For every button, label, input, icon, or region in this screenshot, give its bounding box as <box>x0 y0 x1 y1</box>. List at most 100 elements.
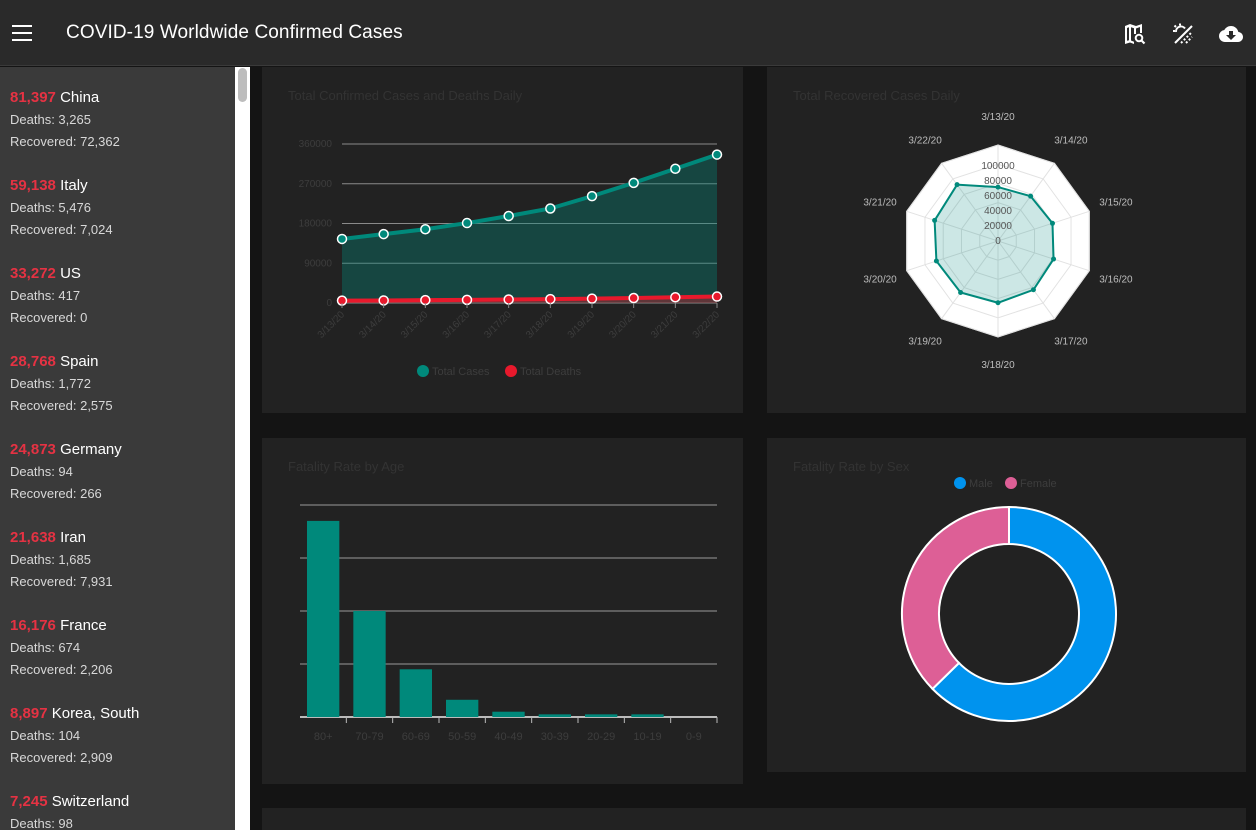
recovered-count: Recovered: 0 <box>10 310 88 325</box>
list-item[interactable]: 59,138 Italy Deaths: 5,476 Recovered: 7,… <box>10 175 113 241</box>
cases-count: 33,272 <box>10 265 56 282</box>
radar-tick-label: 0 <box>995 236 1001 247</box>
cases-point <box>670 163 681 174</box>
list-item[interactable]: 7,245 Switzerland Deaths: 98 <box>10 791 129 830</box>
cases-point <box>461 217 473 229</box>
radar-tick-label: 40000 <box>984 206 1012 217</box>
deaths-point <box>545 293 556 305</box>
radar-axis-label: 3/17/20 <box>1054 336 1088 347</box>
x-tick-label: 50-59 <box>448 731 476 743</box>
deaths-count: Deaths: 1,685 <box>10 552 91 567</box>
chart-title: Total Recovered Cases Daily <box>793 88 960 103</box>
deaths-count: Deaths: 1,772 <box>10 376 91 391</box>
radar-tick-label: 60000 <box>984 191 1012 202</box>
x-tick-label: 3/14/20 <box>357 309 389 341</box>
radar-spoke <box>997 163 1055 242</box>
radar-axis-label: 3/21/20 <box>863 198 897 209</box>
radar-axis-label: 3/15/20 <box>1099 198 1133 209</box>
legend-label-female: Female <box>1020 478 1057 490</box>
cases-point <box>545 203 556 214</box>
bar <box>585 714 618 717</box>
country-name: Italy <box>60 177 88 194</box>
x-tick-label: 30-39 <box>541 731 569 743</box>
bar <box>492 711 525 717</box>
recovered-count: Recovered: 266 <box>10 486 102 501</box>
menu-icon[interactable] <box>12 25 32 41</box>
radar-spoke <box>997 240 1090 272</box>
total-deaths-line <box>341 294 718 303</box>
cases-count: 16,176 <box>10 617 56 634</box>
scrollbar-thumb[interactable] <box>238 68 247 102</box>
list-item[interactable]: 81,397 China Deaths: 3,265 Recovered: 72… <box>10 87 120 153</box>
x-tick-label: 10-19 <box>633 731 661 743</box>
radar-axis-label: 3/13/20 <box>981 112 1015 123</box>
cases-point <box>336 233 348 245</box>
recovered-radar-chart: 3/13/20 3/14/20 3/15/20 3/16/20 3/17/20 3/18/… <box>863 112 1133 371</box>
country-list[interactable]: 81,397 China Deaths: 3,265 Recovered: 72… <box>0 67 235 830</box>
list-item[interactable]: 33,272 US Deaths: 417 Recovered: 0 <box>10 263 87 329</box>
deaths-point <box>711 291 723 302</box>
legend-label-total-deaths: Total Deaths <box>520 366 582 378</box>
weather-icon[interactable] <box>1171 22 1195 46</box>
radar-point <box>932 217 938 223</box>
cases-point <box>378 228 389 240</box>
bar <box>399 669 432 717</box>
radar-point <box>933 258 939 264</box>
x-tick-label: 20-29 <box>587 731 615 743</box>
x-tick-label: 3/19/20 <box>566 309 598 341</box>
cases-count: 7,245 <box>10 793 48 810</box>
radar-axis-label: 3/18/20 <box>981 360 1015 371</box>
app-bar: COVID-19 Worldwide Confirmed Cases <box>0 0 1256 66</box>
recovered-count: Recovered: 72,362 <box>10 134 120 149</box>
radar-spoke <box>941 240 999 319</box>
bar <box>631 714 664 717</box>
radar-point <box>995 184 1001 190</box>
fatality-sex-donut-chart: Male Female <box>901 477 1117 722</box>
x-tick-label: 3/16/20 <box>441 309 473 341</box>
x-tick-label: 3/21/20 <box>649 309 681 341</box>
bottom-card <box>262 808 1246 830</box>
scrollbar-track[interactable] <box>235 67 250 830</box>
bar <box>353 611 386 717</box>
y-tick-label: 90000 <box>304 258 332 269</box>
radar-point <box>954 182 960 188</box>
radar-point <box>958 289 964 295</box>
deaths-count: Deaths: 417 <box>10 288 81 303</box>
recovered-count: Recovered: 7,931 <box>10 574 113 589</box>
list-item[interactable]: 21,638 Iran Deaths: 1,685 Recovered: 7,9… <box>10 527 113 593</box>
legend-marker-total-cases <box>417 365 429 377</box>
radar-point <box>1030 287 1036 293</box>
bar <box>446 699 479 717</box>
page-title: COVID-19 Worldwide Confirmed Cases <box>66 22 403 43</box>
radar-spoke <box>906 240 999 272</box>
list-item[interactable]: 8,897 Korea, South Deaths: 104 Recovered… <box>10 703 139 769</box>
cloud-download-icon[interactable] <box>1219 22 1243 46</box>
country-name: China <box>60 89 100 106</box>
list-item[interactable]: 24,873 Germany Deaths: 94 Recovered: 266 <box>10 439 122 505</box>
map-search-icon[interactable] <box>1122 22 1146 46</box>
chart-title: Fatality Rate by Sex <box>793 459 910 474</box>
cases-point <box>586 190 598 202</box>
chart-title: Total Confirmed Cases and Deaths Daily <box>288 88 523 103</box>
deaths-count: Deaths: 94 <box>10 464 73 479</box>
fatality-age-chart: 80+ 70-79 60-69 50-59 40-49 30-39 20-29 10-19 0-… <box>300 504 718 743</box>
y-tick-label: 360000 <box>299 139 333 150</box>
radar-axis-label: 3/14/20 <box>1054 136 1088 147</box>
total-cases-line <box>341 152 718 241</box>
country-name: US <box>60 265 81 282</box>
y-tick-label: 180000 <box>299 219 333 230</box>
list-item[interactable]: 28,768 Spain Deaths: 1,772 Recovered: 2,… <box>10 351 113 417</box>
country-name: Spain <box>60 353 99 370</box>
legend-marker-male <box>954 477 966 489</box>
x-tick-label: 3/17/20 <box>482 309 514 341</box>
radar-point <box>1049 220 1055 226</box>
radar-axis-label: 3/19/20 <box>908 336 942 347</box>
y-tick-label: 0 <box>326 298 332 309</box>
bar <box>538 714 571 717</box>
deaths-point <box>670 292 681 303</box>
radar-spoke <box>997 240 1055 319</box>
x-tick-label: 3/22/20 <box>691 309 723 341</box>
country-name: Iran <box>60 529 86 546</box>
country-name: Germany <box>60 441 122 458</box>
list-item[interactable]: 16,176 France Deaths: 674 Recovered: 2,2… <box>10 615 113 681</box>
